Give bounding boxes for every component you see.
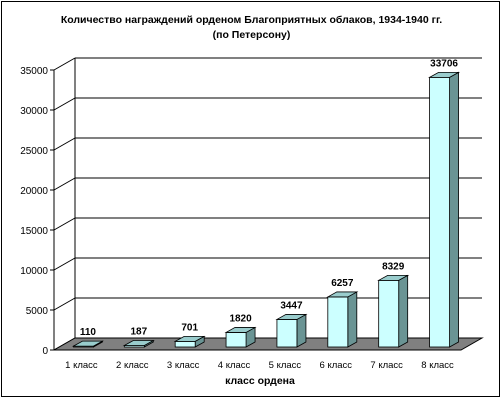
data-label: 33706 (430, 58, 458, 69)
bar-front (174, 340, 196, 348)
data-label: 6257 (331, 278, 354, 289)
y-tick-label: 35000 (20, 66, 48, 77)
gridline-side (53, 257, 76, 271)
data-label: 8329 (382, 261, 405, 272)
bar-front (276, 319, 298, 348)
bar-top (122, 340, 155, 346)
bar (377, 274, 410, 348)
bar (71, 340, 104, 348)
bar-front (225, 332, 247, 348)
gridline-side (53, 217, 76, 231)
x-tick-label: 6 класс (320, 360, 353, 371)
bar (428, 71, 461, 348)
bar-top (224, 327, 257, 333)
bar-top (326, 291, 359, 298)
bar-front (378, 279, 400, 348)
x-tick-label: 5 класс (269, 360, 302, 371)
data-label: 110 (80, 327, 97, 338)
bar-side (296, 313, 307, 348)
bar-front (327, 296, 349, 348)
y-tick-label: 5000 (26, 306, 49, 317)
x-tick-label: 4 класс (218, 360, 251, 371)
y-tick-label: 10000 (20, 266, 48, 277)
bar (326, 291, 359, 348)
gridline-side (53, 297, 76, 311)
x-tick-label: 7 класс (370, 360, 403, 371)
x-tick-label: 3 класс (167, 360, 200, 371)
bar-top (275, 314, 308, 320)
bar-side (347, 291, 358, 348)
x-axis-title: класс ордена (225, 375, 295, 387)
chart-subtitle: (по Петерсону) (212, 29, 291, 41)
bar (122, 339, 155, 348)
x-tick-label: 1 класс (65, 360, 98, 371)
data-label: 187 (130, 327, 147, 338)
bar-side (398, 274, 409, 348)
y-tick-label: 20000 (20, 186, 48, 197)
bar-top (377, 274, 410, 281)
data-label: 1820 (229, 313, 252, 324)
gridline-side (53, 177, 76, 191)
gridline-side (53, 137, 76, 151)
gridline-side (53, 57, 76, 71)
y-tick-label: 15000 (20, 226, 48, 237)
chart-floor (52, 337, 484, 351)
bar (224, 326, 257, 348)
gridline-side (53, 97, 76, 111)
bar-side (449, 71, 459, 348)
bar-top (173, 335, 206, 342)
bar (173, 335, 206, 348)
y-tick-label: 30000 (20, 106, 48, 117)
bar-top (71, 340, 104, 347)
data-label: 3447 (280, 300, 303, 311)
chart-title: Количество награждений орденом Благоприя… (60, 14, 443, 26)
data-label: 701 (181, 322, 198, 333)
bar-top (428, 71, 461, 78)
x-tick-label: 2 класс (116, 360, 149, 371)
bar (275, 313, 308, 348)
y-tick-label: 25000 (20, 146, 48, 157)
y-tick-label: 0 (42, 346, 48, 357)
x-tick-label: 8 класс (421, 360, 454, 371)
bar-front (429, 76, 450, 348)
